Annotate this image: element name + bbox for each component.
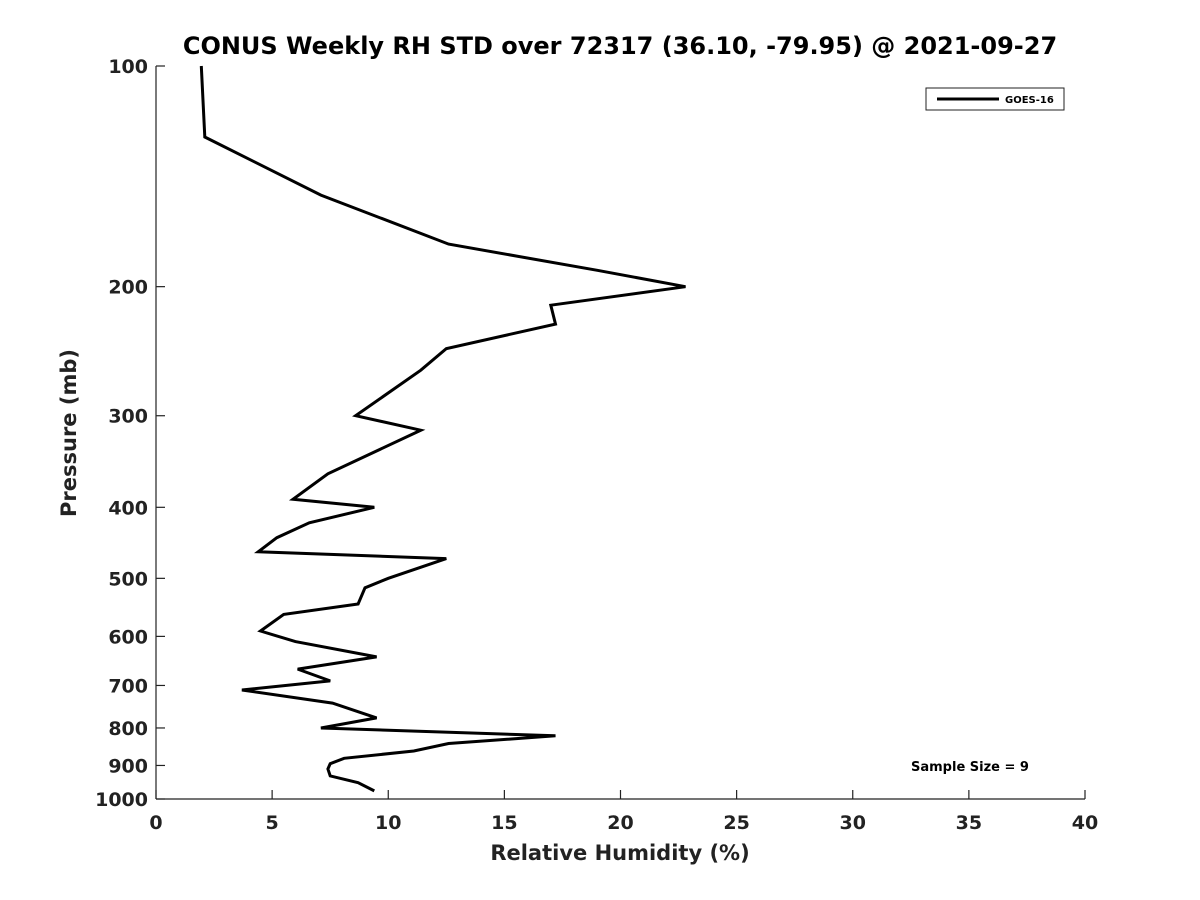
y-tick-label: 900: [108, 755, 148, 777]
legend: GOES-16: [925, 87, 1065, 111]
y-ticks: 100 200 300 400 500 600 700 800 900 1000: [95, 56, 165, 811]
series-layer: [199, 65, 686, 793]
y-tick-label: 200: [108, 277, 148, 299]
sample-size-annotation: Sample Size = 9: [911, 760, 1029, 775]
legend-label: GOES-16: [1005, 95, 1054, 106]
x-tick-label: 20: [607, 812, 633, 834]
y-axis-label: Pressure (mb): [57, 349, 81, 517]
x-tick-label: 10: [375, 812, 401, 834]
x-tick-label: 0: [149, 812, 162, 834]
x-tick-label: 35: [956, 812, 982, 834]
series-line-goes-16: [199, 65, 686, 793]
y-tick-label: 500: [108, 568, 148, 590]
y-tick-label: 100: [108, 56, 148, 78]
x-tick-label: 15: [491, 812, 517, 834]
y-tick-label: 1000: [95, 789, 148, 811]
chart-title: CONUS Weekly RH STD over 72317 (36.10, -…: [183, 32, 1057, 60]
x-axis-label: Relative Humidity (%): [490, 841, 749, 865]
x-tick-label: 5: [266, 812, 279, 834]
plot-area: 0 5 10 15 20 25 30 35 40 100 200 300 400 500 600 700 80…: [95, 56, 1098, 834]
y-tick-label: 700: [108, 675, 148, 697]
y-tick-label: 600: [108, 626, 148, 648]
y-tick-label: 400: [108, 497, 148, 519]
x-ticks: 0 5 10 15 20 25 30 35 40: [149, 790, 1098, 834]
y-tick-label: 800: [108, 718, 148, 740]
x-tick-label: 30: [840, 812, 866, 834]
x-tick-label: 40: [1072, 812, 1098, 834]
x-tick-label: 25: [723, 812, 749, 834]
y-tick-label: 300: [108, 406, 148, 428]
